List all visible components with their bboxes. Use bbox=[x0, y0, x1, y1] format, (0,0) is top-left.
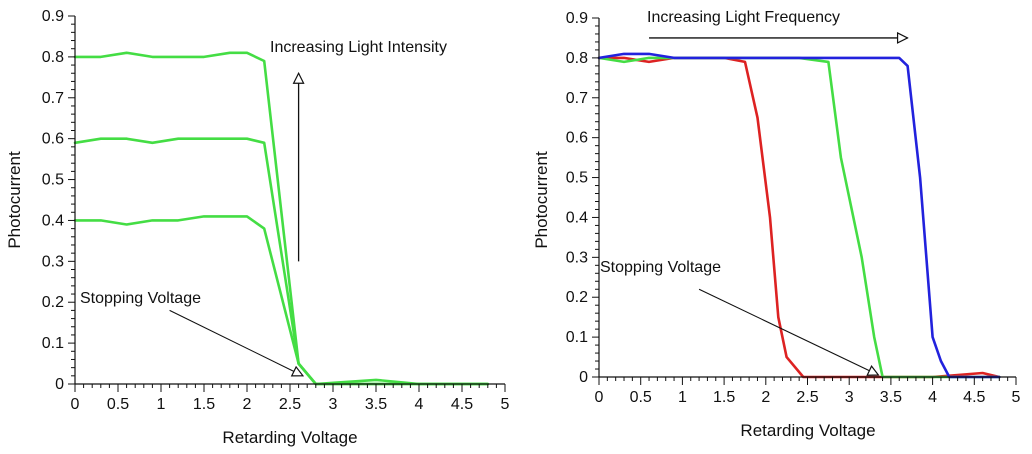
x-tick-label: 0 bbox=[595, 389, 604, 406]
x-tick-label: 4.5 bbox=[451, 396, 473, 413]
y-tick-label: 0 bbox=[579, 369, 588, 386]
stopping-annotation: Stopping Voltage bbox=[80, 290, 201, 307]
y-tick-label: 0.1 bbox=[566, 329, 588, 346]
x-tick-label: 4.5 bbox=[963, 389, 985, 406]
y-tick-label: 0.8 bbox=[566, 50, 588, 67]
x-tick-label: 2 bbox=[243, 396, 252, 413]
y-tick-label: 0.2 bbox=[42, 294, 64, 311]
x-tick-label: 1 bbox=[157, 396, 166, 413]
y-tick-label: 0.4 bbox=[42, 212, 64, 229]
y-tick-label: 0.1 bbox=[42, 335, 64, 352]
series-line-1 bbox=[597, 56, 1001, 379]
x-tick-label: 5 bbox=[501, 396, 510, 413]
series-line-2 bbox=[597, 56, 1001, 379]
series-line-3 bbox=[597, 52, 1001, 379]
y-tick-label: 0.8 bbox=[42, 49, 64, 66]
x-tick-label: 2.5 bbox=[796, 389, 818, 406]
stopping-annotation: Stopping Voltage bbox=[600, 259, 721, 276]
y-tick-label: 0.2 bbox=[566, 289, 588, 306]
x-tick-label: 4 bbox=[928, 389, 937, 406]
y-tick-label: 0 bbox=[55, 376, 64, 393]
y-tick-label: 0.3 bbox=[566, 249, 588, 266]
y-tick-label: 0.7 bbox=[566, 90, 588, 107]
stopping-arrow bbox=[698, 288, 878, 375]
y-axis-title: Photocurrent bbox=[532, 151, 551, 249]
left-chart: 0 0.5 1 1.5 2 2.5 3 3.5 4 4.5 5 0 0.1 0.2 0.3 0.4 0.5 0.6… bbox=[5, 8, 510, 447]
series-line-2 bbox=[73, 137, 490, 386]
x-tick-label: 0 bbox=[71, 396, 80, 413]
x-axis-title: Retarding Voltage bbox=[222, 428, 357, 447]
x-tick-label: 1.5 bbox=[193, 396, 215, 413]
x-tick-label: 2.5 bbox=[279, 396, 301, 413]
x-tick-label: 1.5 bbox=[713, 389, 735, 406]
x-axis-title: Retarding Voltage bbox=[740, 421, 875, 440]
x-tick-label: 3 bbox=[329, 396, 338, 413]
x-tick-label: 0.5 bbox=[630, 389, 652, 406]
y-axis-title: Photocurrent bbox=[5, 151, 24, 249]
x-tick-label: 5 bbox=[1012, 389, 1021, 406]
x-tick-label: 2 bbox=[761, 389, 770, 406]
x-tick-label: 4 bbox=[415, 396, 424, 413]
x-tick-label: 0.5 bbox=[107, 396, 129, 413]
frequency-annotation: Increasing Light Frequency bbox=[647, 9, 840, 26]
y-tick-label: 0.7 bbox=[42, 90, 64, 107]
y-tick-label: 0.9 bbox=[566, 10, 588, 27]
y-tick-label: 0.5 bbox=[566, 170, 588, 187]
x-tick-label: 3 bbox=[845, 389, 854, 406]
intensity-annotation: Increasing Light Intensity bbox=[270, 39, 447, 56]
stopping-arrow bbox=[169, 309, 303, 375]
y-tick-label: 0.9 bbox=[42, 8, 64, 25]
y-tick-label: 0.5 bbox=[42, 172, 64, 189]
y-tick-label: 0.3 bbox=[42, 253, 64, 270]
right-chart: 0 0.5 1 1.5 2 2.5 3 3.5 4 4.5 5 0 0.1 0.2 0.3 0.4 0.5 0.6… bbox=[532, 9, 1021, 440]
series-line-1 bbox=[73, 51, 490, 386]
x-tick-label: 3.5 bbox=[365, 396, 387, 413]
series-line-3 bbox=[73, 215, 490, 386]
x-tick-label: 1 bbox=[678, 389, 687, 406]
y-tick-label: 0.4 bbox=[566, 209, 588, 226]
y-tick-label: 0.6 bbox=[566, 130, 588, 147]
y-tick-label: 0.6 bbox=[42, 131, 64, 148]
x-tick-label: 3.5 bbox=[880, 389, 902, 406]
